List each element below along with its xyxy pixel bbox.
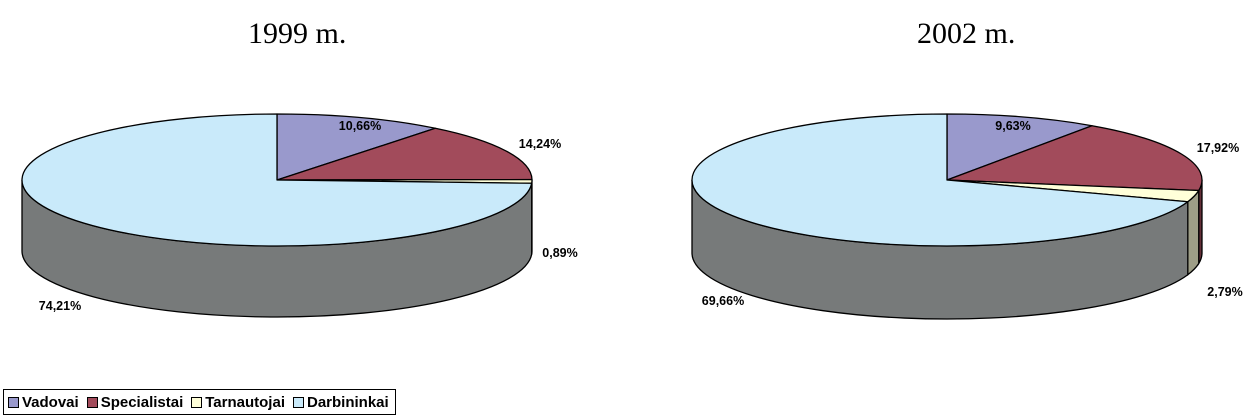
legend-label-specialistai: Specialistai xyxy=(100,393,184,411)
pie-0-slice-darbininkai xyxy=(21,113,533,247)
pie-chart-0: 1999 m. 10,66% 14,24% 0,89% 74,21% xyxy=(21,17,578,318)
pie-1-label-specialistai: 17,92% xyxy=(1197,141,1239,155)
pie-0-label-specialistai: 14,24% xyxy=(519,137,561,151)
legend-swatch-darbininkai xyxy=(292,396,304,408)
legend-swatch-specialistai xyxy=(86,396,98,408)
pie-0-label-vadovai: 10,66% xyxy=(339,119,381,133)
legend-label-darbininkai: Darbininkai xyxy=(306,393,389,411)
pie-0-label-darbininkai: 74,21% xyxy=(39,299,81,313)
pie-title-0: 1999 m. xyxy=(248,17,346,50)
pie-1-label-vadovai: 9,63% xyxy=(995,119,1030,133)
pie-1-label-darbininkai: 69,66% xyxy=(702,294,744,308)
pie-1-slice-darbininkai xyxy=(691,113,1189,247)
chart-legend: Vadovai Specialistai Tarnautojai Darbini… xyxy=(3,389,396,415)
legend-label-vadovai: Vadovai xyxy=(22,393,79,411)
pie-title-1: 2002 m. xyxy=(917,17,1015,50)
legend-item-vadovai: Vadovai xyxy=(8,394,79,411)
legend-item-darbininkai: Darbininkai xyxy=(292,393,389,411)
legend-label-tarnautojai: Tarnautojai xyxy=(205,393,285,411)
pie-1-side-tarnautojai xyxy=(1187,188,1200,277)
pie-0-label-tarnautojai: 0,89% xyxy=(542,246,577,260)
legend-swatch-tarnautojai xyxy=(191,396,203,408)
pie-1-slice-vadovai xyxy=(946,113,1093,181)
pie-0-slice-specialistai xyxy=(276,127,533,181)
pie-1-label-tarnautojai: 2,79% xyxy=(1207,285,1242,299)
pie-0-slice-vadovai xyxy=(276,113,436,181)
legend-item-tarnautojai: Tarnautojai xyxy=(191,394,285,411)
legend-item-specialistai: Specialistai xyxy=(86,393,184,411)
pie-1-slice-specialistai xyxy=(946,125,1203,192)
pie-chart-1: 2002 m. 9,63% 17,92% 2,79% 69,66% xyxy=(691,17,1243,320)
legend-swatch-vadovai xyxy=(8,396,19,408)
